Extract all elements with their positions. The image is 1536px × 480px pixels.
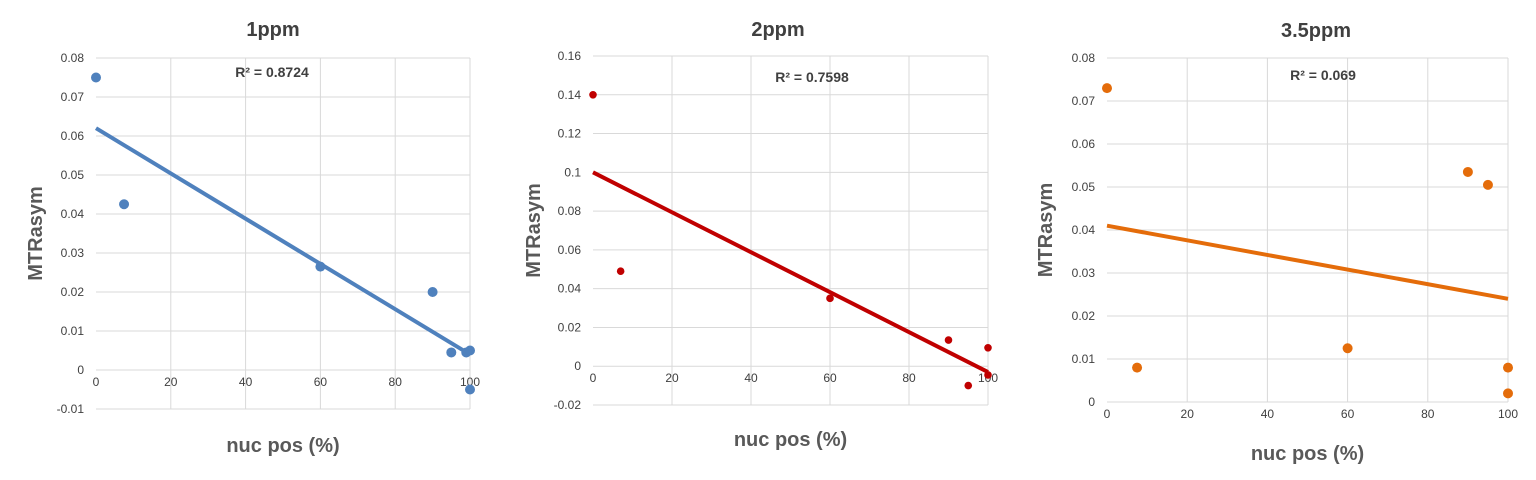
chart-3-ytick-label: 0.03 — [1072, 266, 1096, 280]
chart-3-ytick-label: 0.02 — [1072, 309, 1096, 323]
chart-1-xtick-label: 40 — [239, 375, 253, 389]
chart-1-x-axis-title: nuc pos (%) — [226, 435, 339, 457]
chart-1-y-axis-title: MTRasym — [25, 186, 47, 280]
chart-panel-1ppm: -0.01 0 0.01 0.02 0.03 0.04 0.05 0.06 0.07 0.08 0 2… — [0, 0, 500, 480]
chart-3-data-point-2 — [1342, 343, 1353, 354]
chart-1-ytick-label: -0.01 — [57, 402, 85, 416]
chart-3-x-axis-title: nuc pos (%) — [1251, 443, 1364, 465]
chart-2-r-squared-label: R² = 0.7598 — [775, 69, 849, 85]
chart-3-ytick-label: 0.06 — [1072, 137, 1096, 151]
chart-2-data-point-1 — [616, 267, 625, 276]
chart-1-ytick-label: 0.07 — [61, 90, 85, 104]
chart-2-xtick-label: 60 — [823, 371, 837, 385]
chart-2-xtick-label: 20 — [665, 371, 679, 385]
chart-2-data-point-2 — [826, 294, 834, 303]
chart-2-data-point-4 — [964, 381, 973, 390]
chart-3-data-point-4 — [1482, 179, 1493, 190]
chart-3-xtick-label: 0 — [1104, 407, 1111, 421]
chart-1-xtick-label: 100 — [460, 375, 480, 389]
chart-3-ytick-label: 0.01 — [1072, 352, 1096, 366]
chart-1-data-point-2 — [315, 261, 326, 272]
chart-2-ytick-label: 0.16 — [558, 49, 582, 63]
chart-1-ytick-label: 0.04 — [61, 207, 85, 221]
chart-1-ytick-label: 0.06 — [61, 129, 85, 143]
chart-panel-3-5ppm: 0 0.01 0.02 0.03 0.04 0.05 0.06 0.07 0.08 0 20 40 60… — [1010, 0, 1536, 480]
chart-2-data-point-5 — [984, 344, 992, 352]
chart-3-xtick-label: 20 — [1181, 407, 1195, 421]
chart-3-data-point-5 — [1503, 362, 1513, 373]
chart-1-ytick-label: 0 — [77, 363, 84, 377]
chart-2-xtick-label: 40 — [744, 371, 758, 385]
chart-2-x-axis-title: nuc pos (%) — [734, 429, 847, 451]
chart-1-data-point-3 — [427, 287, 438, 297]
chart-2-xtick-label: 80 — [902, 371, 916, 385]
chart-1-data-point-7 — [465, 384, 475, 395]
chart-1-title: 1ppm — [246, 19, 299, 41]
chart-3-5ppm: 0 0.01 0.02 0.03 0.04 0.05 0.06 0.07 0.08 0 20 40 60… — [1035, 20, 1518, 465]
chart-1ppm: -0.01 0 0.01 0.02 0.03 0.04 0.05 0.06 0.07 0.08 0 2… — [25, 19, 480, 457]
chart-1-data-point-0 — [91, 72, 101, 83]
chart-3-xtick-label: 60 — [1341, 407, 1355, 421]
chart-1-ytick-label: 0.05 — [61, 168, 85, 182]
chart-3-y-axis-title: MTRasym — [1035, 183, 1057, 277]
chart-2-ytick-label: 0.02 — [558, 320, 582, 334]
chart-3-xtick-label: 40 — [1261, 407, 1275, 421]
chart-2-ytick-label: 0.06 — [558, 243, 582, 257]
chart-1-xtick-label: 20 — [164, 375, 178, 389]
chart-3-ytick-label: 0.08 — [1072, 51, 1096, 65]
chart-3-data-point-3 — [1462, 166, 1473, 177]
chart-2-ytick-label: 0.12 — [558, 127, 582, 141]
chart-panel-2ppm: -0.02 0 0.02 0.04 0.06 0.08 0.1 0.12 0.14 0.16 0 20… — [500, 0, 1010, 480]
chart-3-ytick-label: 0 — [1088, 395, 1095, 409]
chart-1-xtick-label: 80 — [389, 375, 403, 389]
chart-2-data-point-6 — [984, 371, 992, 379]
chart-3-ytick-label: 0.07 — [1072, 94, 1096, 108]
chart-2-xtick-label: 0 — [590, 371, 597, 385]
chart-2-ytick-label: 0 — [574, 359, 581, 373]
chart-1-data-point-4 — [446, 347, 457, 358]
chart-1-trendline — [94, 126, 472, 357]
chart-3-xtick-label: 100 — [1498, 407, 1518, 421]
chart-1-data-point-1 — [119, 199, 130, 210]
chart-2-data-point-0 — [589, 90, 597, 99]
chart-3-data-point-6 — [1503, 388, 1513, 399]
chart-1-ytick-label: 0.03 — [61, 246, 85, 260]
chart-2-trendline — [592, 170, 989, 374]
chart-2-title: 2ppm — [751, 19, 804, 41]
chart-1-ytick-label: 0.08 — [61, 51, 85, 65]
chart-2ppm: -0.02 0 0.02 0.04 0.06 0.08 0.1 0.12 0.14 0.16 0 20… — [523, 19, 998, 451]
chart-3-title: 3.5ppm — [1281, 20, 1351, 42]
chart-3-data-point-1 — [1132, 362, 1143, 373]
chart-1-ytick-label: 0.02 — [61, 285, 85, 299]
chart-2-data-point-3 — [944, 336, 953, 344]
chart-3-xtick-label: 80 — [1421, 407, 1435, 421]
chart-1-ytick-label: 0.01 — [61, 324, 85, 338]
chart-2-ytick-label: 0.04 — [558, 282, 582, 296]
chart-1-xtick-label: 0 — [93, 375, 100, 389]
chart-2-ytick-label: 0.14 — [558, 88, 582, 102]
chart-1-r-squared-label: R² = 0.8724 — [235, 64, 309, 80]
chart-2-ytick-label: -0.02 — [554, 398, 582, 412]
chart-2-ytick-label: 0.08 — [558, 204, 582, 218]
chart-3-ytick-label: 0.04 — [1072, 223, 1096, 237]
chart-1-data-point-6 — [465, 345, 475, 356]
chart-1-xtick-label: 60 — [314, 375, 328, 389]
chart-3-trendline — [1106, 223, 1509, 301]
chart-3-ytick-label: 0.05 — [1072, 180, 1096, 194]
chart-2-ytick-label: 0.1 — [564, 165, 581, 179]
chart-3-r-squared-label: R² = 0.069 — [1290, 67, 1356, 83]
chart-2-y-axis-title: MTRasym — [523, 183, 545, 277]
chart-3-data-point-0 — [1102, 83, 1112, 94]
